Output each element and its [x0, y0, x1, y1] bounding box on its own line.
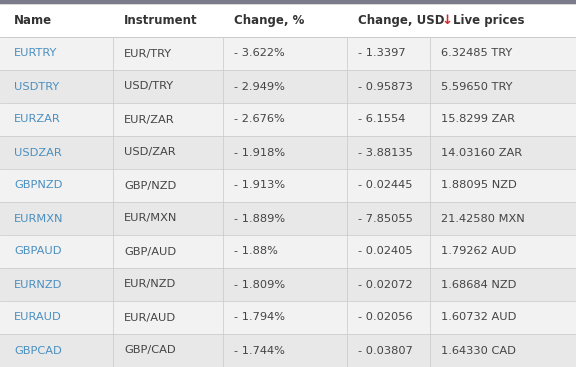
Text: - 3.622%: - 3.622%	[234, 48, 285, 58]
Text: EUR/TRY: EUR/TRY	[124, 48, 172, 58]
Text: - 1.913%: - 1.913%	[234, 181, 285, 190]
Text: GBPAUD: GBPAUD	[14, 247, 62, 257]
Bar	[0, 37, 576, 70]
Text: - 0.02405: - 0.02405	[358, 247, 412, 257]
Text: EUR/NZD: EUR/NZD	[124, 280, 176, 290]
Text: - 1.3397: - 1.3397	[358, 48, 406, 58]
Text: - 3.88135: - 3.88135	[358, 148, 413, 157]
Text: ↓: ↓	[441, 14, 452, 27]
Text: EURZAR: EURZAR	[14, 115, 60, 124]
Text: - 0.02056: - 0.02056	[358, 312, 412, 323]
Text: EURAUD: EURAUD	[14, 312, 62, 323]
Text: GBPNZD: GBPNZD	[14, 181, 62, 190]
Text: Live prices: Live prices	[453, 14, 525, 27]
Text: - 0.95873: - 0.95873	[358, 81, 413, 91]
Text: Instrument: Instrument	[124, 14, 198, 27]
Text: 1.88095 NZD: 1.88095 NZD	[441, 181, 517, 190]
Text: 15.8299 ZAR: 15.8299 ZAR	[441, 115, 515, 124]
Bar	[0, 235, 576, 268]
Text: 1.60732 AUD: 1.60732 AUD	[441, 312, 516, 323]
Bar	[0, 103, 576, 136]
Text: - 0.02445: - 0.02445	[358, 181, 412, 190]
Text: - 0.02072: - 0.02072	[358, 280, 412, 290]
Text: - 6.1554: - 6.1554	[358, 115, 406, 124]
Text: USD/ZAR: USD/ZAR	[124, 148, 176, 157]
Text: EURMXN: EURMXN	[14, 214, 63, 224]
Bar	[0, 136, 576, 169]
Text: - 2.949%: - 2.949%	[234, 81, 285, 91]
Bar	[0, 169, 576, 202]
Bar	[0, 301, 576, 334]
Text: 6.32485 TRY: 6.32485 TRY	[441, 48, 512, 58]
Text: - 1.918%: - 1.918%	[234, 148, 285, 157]
Text: 14.03160 ZAR: 14.03160 ZAR	[441, 148, 522, 157]
Bar	[0, 334, 576, 367]
Text: GBP/NZD: GBP/NZD	[124, 181, 176, 190]
Text: Change, %: Change, %	[234, 14, 304, 27]
Text: Name: Name	[14, 14, 52, 27]
Text: USDTRY: USDTRY	[14, 81, 59, 91]
Bar	[0, 202, 576, 235]
Text: 5.59650 TRY: 5.59650 TRY	[441, 81, 513, 91]
Text: 1.64330 CAD: 1.64330 CAD	[441, 345, 516, 356]
Text: - 1.744%: - 1.744%	[234, 345, 285, 356]
Text: Change, USD: Change, USD	[358, 14, 445, 27]
Text: GBP/AUD: GBP/AUD	[124, 247, 176, 257]
Bar	[0, 70, 576, 103]
Text: - 1.794%: - 1.794%	[234, 312, 285, 323]
Text: - 2.676%: - 2.676%	[234, 115, 285, 124]
Text: EUR/ZAR: EUR/ZAR	[124, 115, 175, 124]
Text: 1.68684 NZD: 1.68684 NZD	[441, 280, 516, 290]
Text: USD/TRY: USD/TRY	[124, 81, 173, 91]
Text: USDZAR: USDZAR	[14, 148, 62, 157]
Text: - 1.88%: - 1.88%	[234, 247, 278, 257]
Text: - 7.85055: - 7.85055	[358, 214, 413, 224]
Text: - 0.03807: - 0.03807	[358, 345, 413, 356]
Text: - 1.889%: - 1.889%	[234, 214, 285, 224]
Text: GBPCAD: GBPCAD	[14, 345, 62, 356]
Text: 1.79262 AUD: 1.79262 AUD	[441, 247, 516, 257]
Text: GBP/CAD: GBP/CAD	[124, 345, 176, 356]
Text: - 1.809%: - 1.809%	[234, 280, 285, 290]
Text: EURTRY: EURTRY	[14, 48, 58, 58]
Text: 21.42580 MXN: 21.42580 MXN	[441, 214, 525, 224]
Text: EURNZD: EURNZD	[14, 280, 62, 290]
Text: EUR/AUD: EUR/AUD	[124, 312, 176, 323]
Bar	[0, 268, 576, 301]
Bar	[0, 4, 576, 37]
Bar	[0, 0, 576, 4]
Text: EUR/MXN: EUR/MXN	[124, 214, 177, 224]
